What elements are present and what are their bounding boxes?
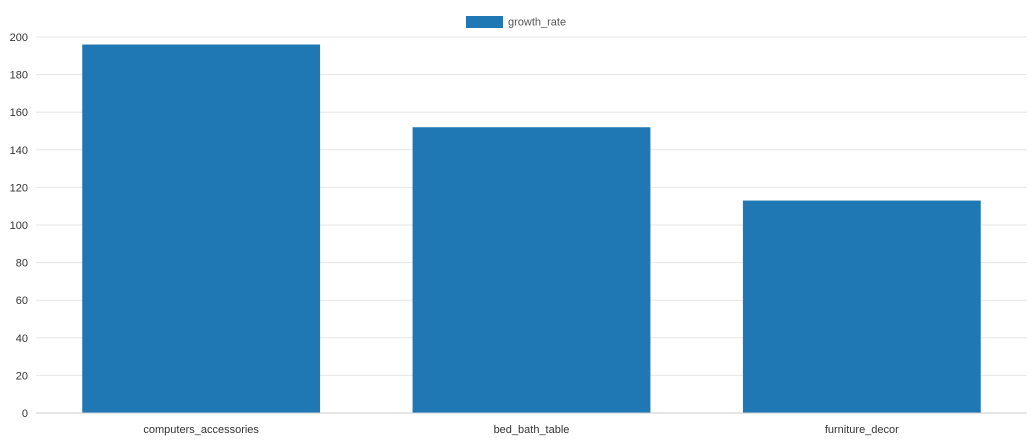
- x-tick-label-computers-accessories: computers_accessories: [143, 424, 259, 436]
- bar-computers-accessories[interactable]: [82, 44, 321, 414]
- bar-furniture-decor[interactable]: [742, 200, 981, 413]
- legend-swatch: [466, 16, 503, 28]
- bar-bed-bath-table[interactable]: [412, 127, 651, 414]
- y-tick-label-180: 180: [10, 70, 28, 82]
- x-tick-label-furniture-decor: furniture_decor: [825, 424, 899, 436]
- y-tick-label-20: 20: [16, 370, 28, 382]
- y-tick-label-160: 160: [10, 107, 28, 119]
- y-tick-label-200: 200: [10, 32, 28, 44]
- legend-label-growth-rate: growth_rate: [508, 17, 566, 29]
- y-tick-label-80: 80: [16, 258, 28, 270]
- y-tick-label-40: 40: [16, 333, 28, 345]
- chart-legend[interactable]: growth_rate: [466, 16, 566, 29]
- y-tick-label-140: 140: [10, 145, 28, 157]
- y-tick-label-0: 0: [22, 408, 28, 420]
- x-axis-ticks: computers_accessories bed_bath_table furni…: [143, 424, 899, 436]
- y-tick-label-120: 120: [10, 182, 28, 194]
- bar-series-growth-rate: [82, 44, 981, 414]
- y-tick-label-100: 100: [10, 220, 28, 232]
- y-tick-label-60: 60: [16, 295, 28, 307]
- y-axis-ticks: 0 20 40 60 80 100 120 140 160 180 200: [10, 32, 28, 420]
- x-tick-label-bed-bath-table: bed_bath_table: [494, 424, 570, 436]
